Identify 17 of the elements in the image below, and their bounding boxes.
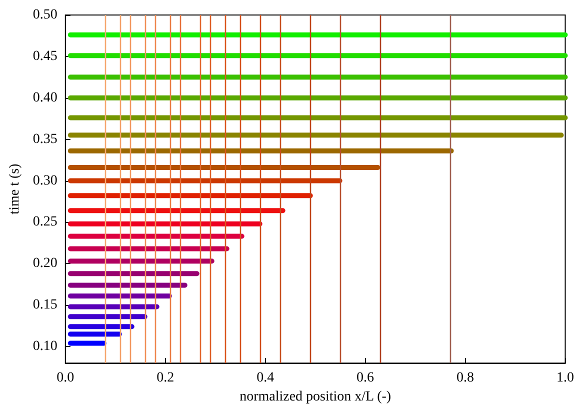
y-tick-label: 0.25 [32,214,58,230]
y-tick-label: 0.10 [32,339,58,354]
y-tick-label: 0.35 [32,132,58,147]
y-tick-label: 0.40 [32,90,58,106]
y-tick-label: 0.20 [32,256,58,272]
x-tick-label: 1.0 [556,370,574,386]
x-tick-label: 0.8 [456,370,474,386]
y-tick-label: 0.15 [32,298,58,313]
y-tick-label: 0.50 [32,8,58,22]
x-tick-label: 0.4 [256,370,274,386]
y-axis-title: time t (s) [8,163,22,214]
x-tick-label: 0.6 [356,370,374,386]
x-tick-label: 0.2 [156,370,174,386]
y-tick-label: 0.45 [32,48,58,64]
x-axis-title: normalized position x/L (-) [240,390,392,404]
x-tick-label: 0.0 [56,370,74,386]
y-tick-label: 0.30 [32,173,58,188]
